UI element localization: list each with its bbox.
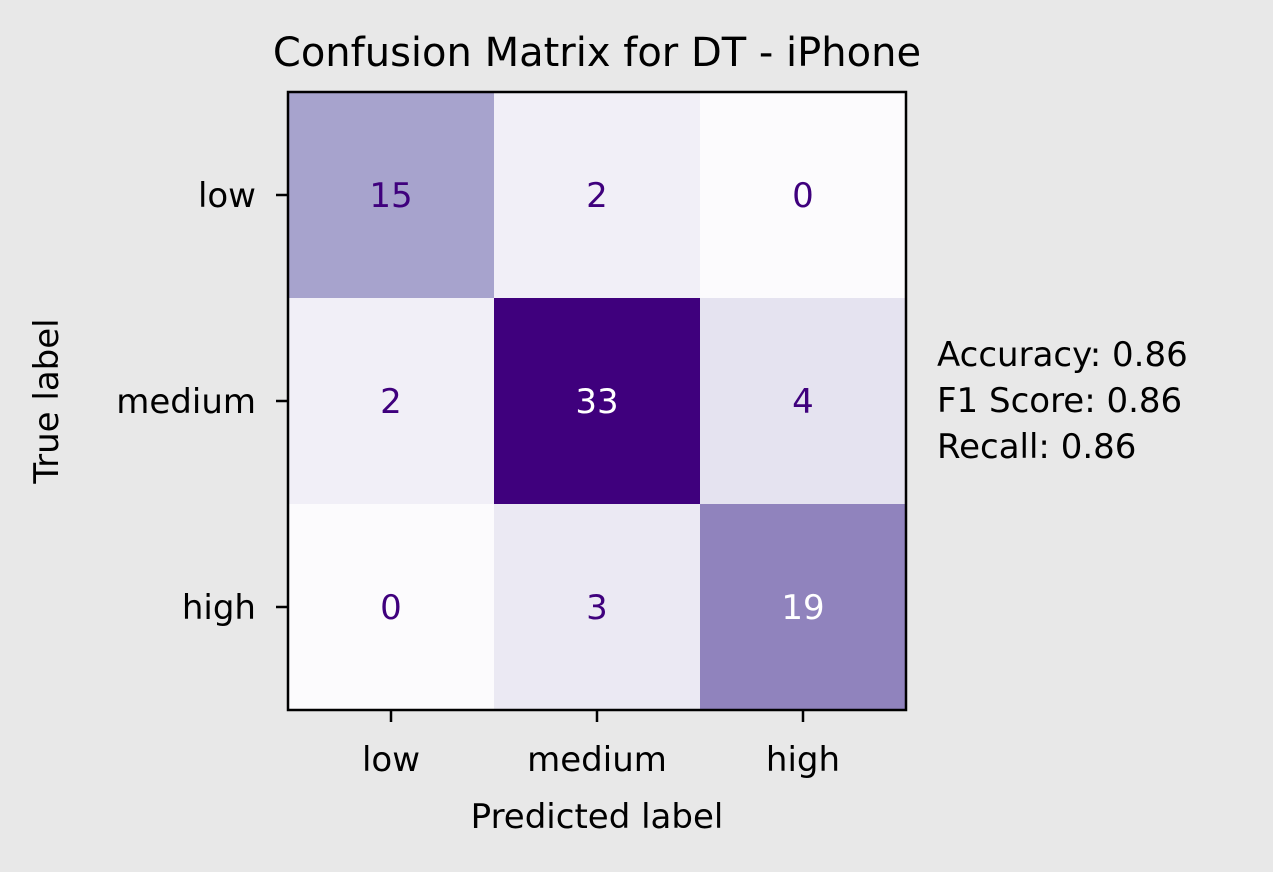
cell-value-low-high: 0 [792,176,814,216]
matrix-cells [288,92,907,711]
matrix-cell-high-high [700,504,907,711]
cell-value-high-low: 0 [380,588,402,628]
cell-value-medium-medium: 33 [575,382,618,422]
f1-score-annotation: F1 Score: 0.86 [937,381,1182,421]
y-tick-label-high: high [182,588,256,628]
cell-value-low-low: 15 [369,176,412,216]
cell-value-high-high: 19 [781,588,824,628]
x-axis-label: Predicted label [471,797,724,837]
matrix-cell-low-medium [494,92,701,299]
matrix-cell-high-low [288,504,495,711]
y-axis-label: True label [27,318,67,484]
matrix-cell-labels: 15 2 0 2 33 4 0 3 19 [369,176,824,628]
x-axis-ticks: low medium high [362,710,840,780]
x-tick-label-low: low [362,740,420,780]
recall-annotation: Recall: 0.86 [937,427,1136,467]
cell-value-medium-low: 2 [380,382,402,422]
cell-value-medium-high: 4 [792,382,814,422]
y-tick-label-low: low [198,176,256,216]
matrix-cell-high-medium [494,504,701,711]
matrix-cell-medium-low [288,298,495,505]
matrix-cell-medium-high [700,298,907,505]
matrix-cell-low-low [288,92,495,299]
x-tick-label-medium: medium [527,740,667,780]
accuracy-annotation: Accuracy: 0.86 [937,335,1188,375]
y-tick-label-medium: medium [116,382,256,422]
cell-value-low-medium: 2 [586,176,608,216]
cell-value-high-medium: 3 [586,588,608,628]
matrix-cell-low-high [700,92,907,299]
matrix-cell-medium-medium [494,298,701,505]
metrics-annotation: Accuracy: 0.86 F1 Score: 0.86 Recall: 0.… [937,335,1188,467]
chart-title: Confusion Matrix for DT - iPhone [273,30,921,76]
y-axis-ticks: low medium high [116,176,288,628]
x-tick-label-high: high [766,740,840,780]
